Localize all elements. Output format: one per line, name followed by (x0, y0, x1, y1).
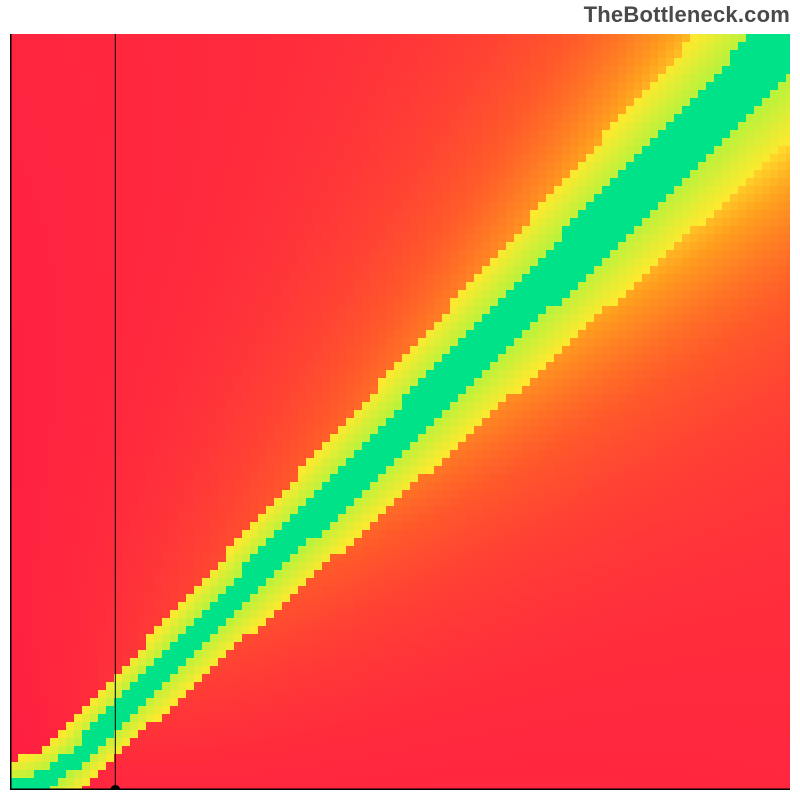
chart-container: TheBottleneck.com (0, 0, 800, 800)
watermark-text: TheBottleneck.com (584, 2, 790, 28)
heatmap-canvas (10, 34, 790, 790)
heatmap-plot (10, 34, 790, 790)
